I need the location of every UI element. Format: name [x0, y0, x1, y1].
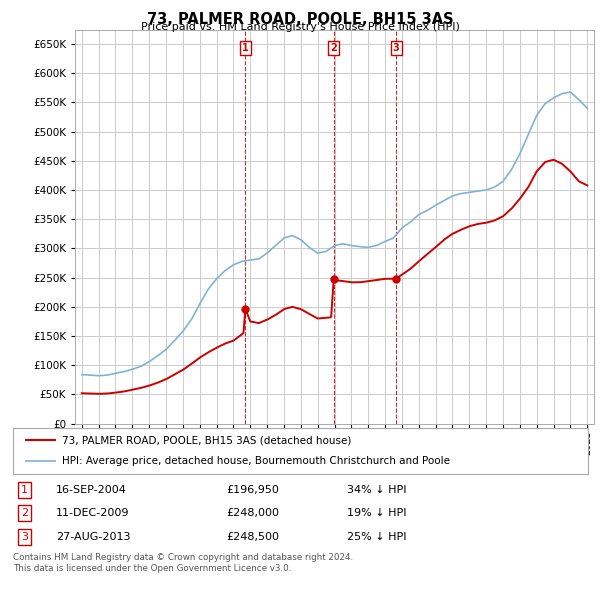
Text: 27-AUG-2013: 27-AUG-2013: [56, 532, 131, 542]
Text: 73, PALMER ROAD, POOLE, BH15 3AS: 73, PALMER ROAD, POOLE, BH15 3AS: [146, 12, 454, 27]
Text: £248,000: £248,000: [226, 509, 279, 518]
Text: 3: 3: [21, 532, 28, 542]
Text: 25% ↓ HPI: 25% ↓ HPI: [347, 532, 406, 542]
Text: 34% ↓ HPI: 34% ↓ HPI: [347, 485, 406, 495]
Text: 2: 2: [21, 509, 28, 518]
Text: 3: 3: [393, 43, 400, 53]
Text: 2: 2: [330, 43, 337, 53]
Text: HPI: Average price, detached house, Bournemouth Christchurch and Poole: HPI: Average price, detached house, Bour…: [62, 456, 450, 466]
Text: 1: 1: [242, 43, 249, 53]
Text: 73, PALMER ROAD, POOLE, BH15 3AS (detached house): 73, PALMER ROAD, POOLE, BH15 3AS (detach…: [62, 435, 352, 445]
Text: £248,500: £248,500: [226, 532, 279, 542]
Text: 11-DEC-2009: 11-DEC-2009: [56, 509, 130, 518]
Text: 19% ↓ HPI: 19% ↓ HPI: [347, 509, 406, 518]
Text: £196,950: £196,950: [226, 485, 279, 495]
Text: 16-SEP-2004: 16-SEP-2004: [56, 485, 127, 495]
Text: 1: 1: [21, 485, 28, 495]
Text: Price paid vs. HM Land Registry's House Price Index (HPI): Price paid vs. HM Land Registry's House …: [140, 22, 460, 32]
Text: Contains HM Land Registry data © Crown copyright and database right 2024.
This d: Contains HM Land Registry data © Crown c…: [13, 553, 353, 573]
